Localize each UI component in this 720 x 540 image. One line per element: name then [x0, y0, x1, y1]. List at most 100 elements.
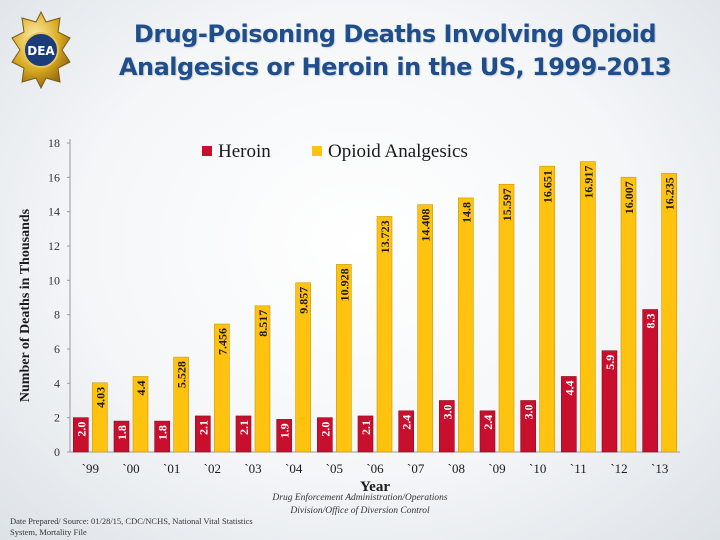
heroin-bar	[398, 410, 414, 453]
opioid-bar	[661, 172, 677, 453]
y-tick-label: 0	[54, 445, 60, 459]
opioid-data-label: 13.723	[378, 220, 392, 253]
heroin-data-label: 3.0	[522, 405, 536, 420]
x-tick-label: `06	[366, 461, 384, 476]
opioid-bar	[458, 197, 474, 453]
opioid-data-label: 7.456	[215, 328, 229, 355]
opioid-bar	[580, 161, 596, 453]
heroin-data-label: 2.4	[481, 415, 495, 430]
legend-label-opioid: Opioid Analgesics	[328, 141, 468, 162]
heroin-bar	[642, 309, 658, 453]
heroin-bar	[561, 376, 577, 453]
heroin-data-label: 2.0	[318, 422, 332, 437]
y-tick-label: 14	[48, 205, 60, 219]
x-axis-label: Year	[360, 479, 390, 495]
y-axis-label: Number of Deaths in Thousands	[18, 208, 33, 402]
credit-line-2: Division/Office of Diversion Control	[290, 506, 430, 516]
heroin-data-label: 4.4	[562, 380, 576, 395]
heroin-bar	[154, 420, 170, 453]
y-tick-label: 4	[54, 376, 60, 390]
y-tick-label: 12	[48, 239, 60, 253]
opioid-bar	[376, 216, 393, 453]
y-tick-label: 10	[48, 273, 60, 287]
heroin-bar	[520, 400, 536, 453]
y-tick-label: 6	[54, 342, 60, 356]
opioid-bar	[173, 356, 189, 453]
legend-label-heroin: Heroin	[218, 141, 271, 162]
x-tick-label: `99	[82, 461, 99, 476]
opioid-data-label: 14.408	[419, 209, 433, 242]
opioid-data-label: 10.928	[337, 268, 351, 301]
x-tick-label: `04	[285, 461, 303, 476]
opioid-data-label: 8.517	[256, 310, 270, 337]
credit-text: Drug Enforcement Administration/Operatio…	[230, 492, 490, 518]
opioid-data-label: 4.4	[134, 380, 148, 395]
x-tick-label: `12	[610, 461, 627, 476]
heroin-data-label: 2.1	[196, 420, 210, 435]
heroin-data-label: 5.9	[603, 355, 617, 370]
x-tick-label: `13	[651, 461, 668, 476]
opioid-data-label: 16.007	[622, 181, 636, 214]
x-tick-label: `01	[163, 461, 180, 476]
heroin-bar	[317, 417, 333, 453]
x-tick-label: `10	[529, 461, 546, 476]
slide-title: Drug-Poisoning Deaths Involving Opioid A…	[90, 18, 700, 84]
opioid-bar	[417, 204, 433, 453]
y-tick-label: 2	[54, 411, 60, 425]
heroin-bar	[601, 350, 618, 453]
heroin-data-label: 3.0	[440, 405, 454, 420]
y-tick-label: 16	[48, 170, 60, 184]
opioid-data-label: 16.235	[663, 177, 677, 210]
heroin-bar	[276, 419, 292, 453]
opioid-bar	[132, 376, 149, 453]
legend-swatch-opioid	[312, 146, 322, 156]
badge-text: DEA	[27, 44, 55, 58]
opioid-data-label: 9.857	[297, 287, 311, 314]
heroin-data-label: 2.0	[74, 422, 88, 437]
y-tick-label: 8	[54, 308, 60, 322]
dea-badge-logo: DEA	[11, 10, 71, 90]
title-line-1: Drug-Poisoning Deaths Involving Opioid	[133, 20, 657, 48]
opioid-bar	[92, 382, 108, 453]
heroin-data-label: 1.8	[115, 425, 129, 440]
heroin-data-label: 2.1	[237, 420, 251, 435]
heroin-data-label: 8.3	[644, 314, 658, 329]
heroin-bar	[113, 420, 130, 453]
opioid-bar	[214, 323, 230, 453]
heroin-bar	[439, 400, 455, 453]
x-tick-label: `08	[448, 461, 465, 476]
x-tick-label: `05	[326, 461, 343, 476]
heroin-bar	[235, 415, 252, 453]
legend-swatch-heroin	[202, 146, 212, 156]
heroin-data-label: 1.9	[278, 423, 292, 438]
title-line-2: Analgesics or Heroin in the US, 1999-201…	[118, 53, 672, 81]
x-tick-label: `11	[570, 461, 587, 476]
x-tick-label: `07	[407, 461, 425, 476]
opioid-data-label: 15.597	[500, 188, 514, 221]
opioid-data-label: 5.528	[175, 361, 189, 388]
opioid-bar	[254, 305, 271, 453]
opioid-data-label: 4.03	[93, 387, 107, 408]
heroin-bar	[357, 415, 374, 453]
heroin-data-label: 2.4	[400, 415, 414, 430]
x-tick-label: `02	[204, 461, 221, 476]
source-note: Date Prepared/ Source: 01/28/15, CDC/NCH…	[10, 516, 310, 538]
heroin-bar	[195, 415, 211, 453]
opioid-data-label: 16.917	[581, 166, 595, 199]
opioid-bar	[336, 264, 352, 453]
opioid-bar	[498, 183, 515, 453]
x-tick-label: `03	[244, 461, 261, 476]
source-line-2: System, Mortality File	[10, 527, 87, 537]
source-line-1: Date Prepared/ Source: 01/28/15, CDC/NCH…	[10, 516, 253, 526]
heroin-bar	[73, 417, 89, 453]
opioid-bar	[620, 176, 637, 453]
x-tick-label: `00	[122, 461, 139, 476]
y-tick-label: 18	[48, 136, 60, 150]
heroin-data-label: 2.1	[359, 420, 373, 435]
opioid-bar	[295, 282, 311, 453]
credit-line-1: Drug Enforcement Administration/Operatio…	[272, 493, 448, 503]
opioid-data-label: 16.651	[541, 170, 555, 203]
heroin-data-label: 1.8	[156, 425, 170, 440]
heroin-bar	[479, 410, 496, 453]
